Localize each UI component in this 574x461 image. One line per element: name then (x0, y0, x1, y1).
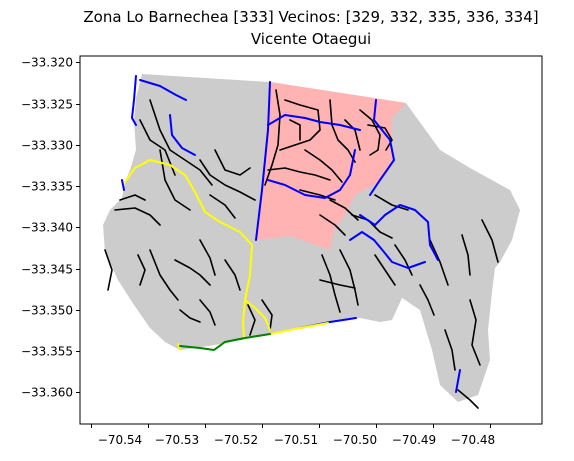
y-tick-label: −33.340 (21, 221, 73, 235)
x-axis (91, 424, 491, 428)
map-title: Zona Lo Barnechea [333] Vecinos: [329, 3… (83, 8, 538, 26)
green-boundary (179, 333, 271, 352)
street-network (104, 89, 499, 409)
y-tick-label: −33.330 (21, 139, 73, 153)
y-tick-label: −33.320 (21, 56, 73, 70)
y-tick-label: −33.345 (21, 263, 73, 277)
x-tick-label: −70.50 (333, 433, 377, 447)
y-tick-label: −33.335 (21, 180, 73, 194)
y-tick-label: −33.355 (21, 345, 73, 359)
x-tick-label: −70.49 (392, 433, 436, 447)
x-tick-label: −70.52 (214, 433, 258, 447)
x-tick-label: −70.53 (155, 433, 199, 447)
yellow-boundaries (124, 159, 329, 351)
y-tick-label: −33.350 (21, 304, 73, 318)
x-tick-label: −70.51 (274, 433, 318, 447)
y-tick-label: −33.360 (21, 386, 73, 400)
highlight-zone (256, 82, 406, 250)
x-tick-labels: −70.54 −70.53 −70.52 −70.51 −70.50 −70.4… (98, 433, 495, 447)
x-tick-label: −70.48 (451, 433, 495, 447)
y-axis (76, 62, 80, 393)
x-tick-label: −70.54 (98, 433, 142, 447)
y-tick-label: −33.325 (21, 98, 73, 112)
map-subtitle: Vicente Otaegui (251, 30, 371, 48)
y-tick-labels: −33.320 −33.325 −33.330 −33.335 −33.340 … (21, 56, 73, 400)
